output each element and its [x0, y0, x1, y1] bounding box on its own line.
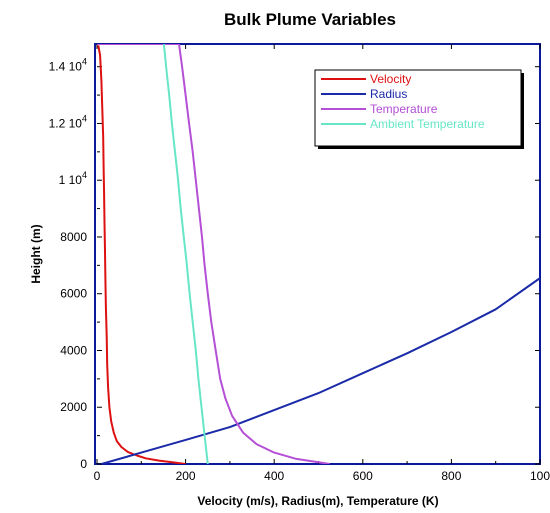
legend-shadow [521, 73, 524, 149]
y-tick-label: 6000 [60, 287, 87, 301]
legend-label: Velocity [370, 72, 411, 86]
x-tick-label: 600 [353, 469, 373, 483]
legend-label: Ambient Temperature [370, 117, 485, 131]
x-tick-label: 200 [176, 469, 196, 483]
plot-frame [94, 43, 541, 465]
chart-title: Bulk Plume Variables [224, 10, 396, 29]
x-tick-label: 400 [264, 469, 284, 483]
series-line-velocity [97, 45, 186, 464]
x-tick-label: 800 [441, 469, 461, 483]
series-line-temperature [97, 44, 330, 464]
y-tick-label: 0 [80, 457, 87, 471]
y-axis-label: Height (m) [29, 224, 43, 283]
x-tick-label: 100 [530, 469, 550, 483]
y-tick-label: 2000 [60, 400, 87, 414]
y-tick-label: 1.2 104 [49, 113, 87, 130]
y-tick-label: 8000 [60, 230, 87, 244]
x-axis-label: Velocity (m/s), Radius(m), Temperature (… [197, 494, 438, 508]
x-tick-label: 0 [94, 469, 101, 483]
y-tick-label: 4000 [60, 343, 87, 357]
legend-label: Temperature [370, 102, 438, 116]
legend-shadow-bottom [318, 146, 524, 149]
series-line-radius [101, 277, 540, 464]
y-tick-label: 1 104 [59, 170, 87, 187]
series-line-ambient-temperature [162, 44, 209, 464]
y-tick-label: 1.4 104 [49, 57, 87, 74]
legend-label: Radius [370, 87, 407, 101]
